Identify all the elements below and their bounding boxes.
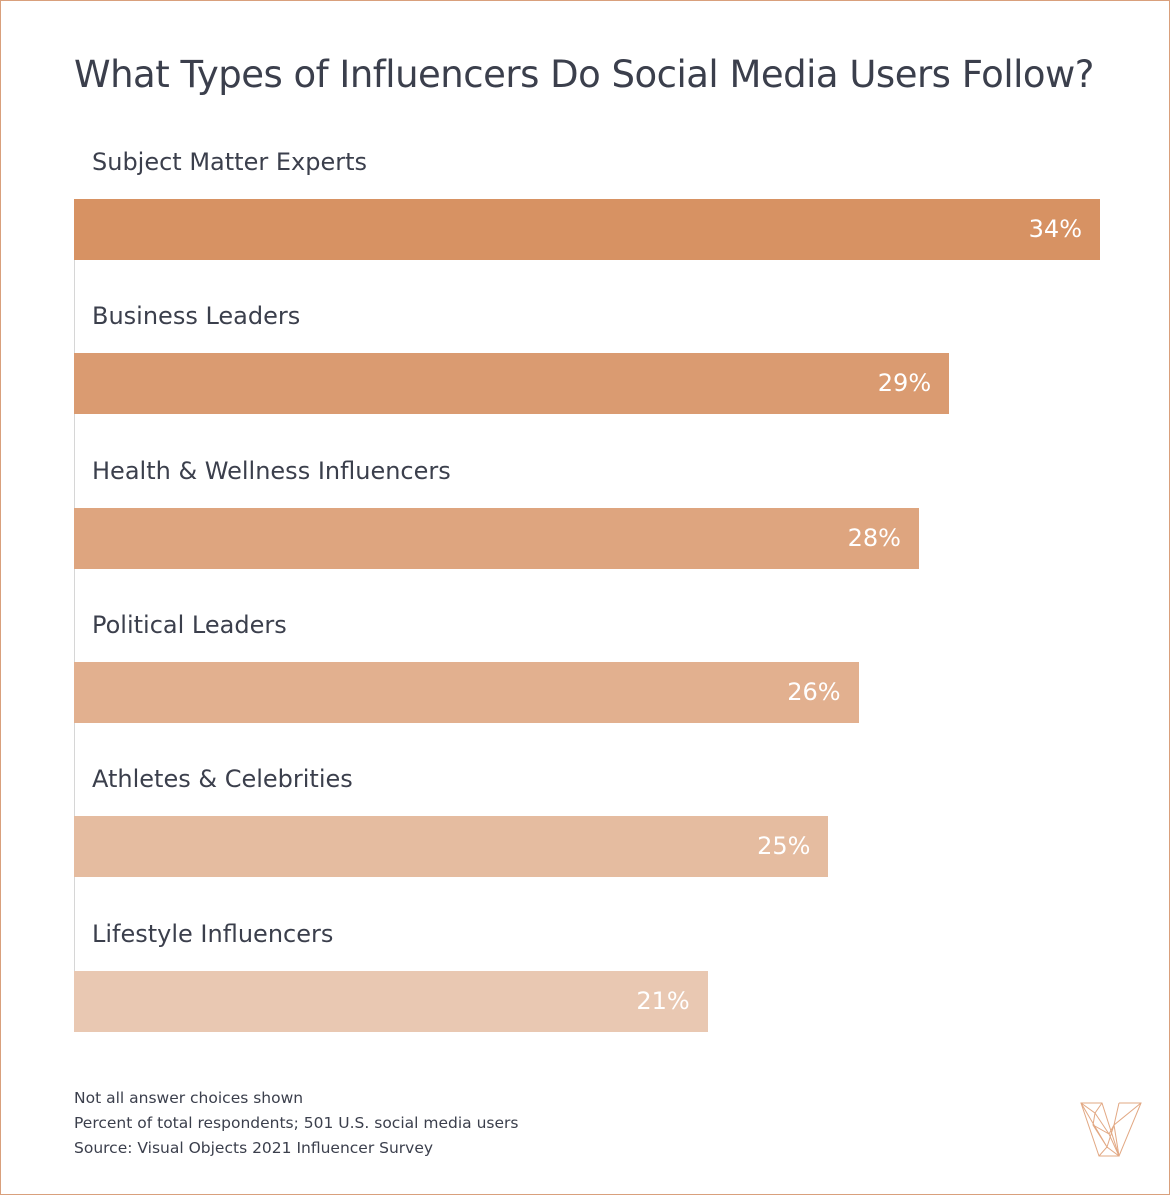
bar — [74, 199, 1100, 260]
visual-objects-logo-icon — [1080, 1102, 1142, 1157]
bar — [74, 353, 950, 415]
footnotes: Not all answer choices shown Percent of … — [74, 1086, 518, 1161]
category-label: Political Leaders — [92, 610, 287, 639]
value-label: 26% — [787, 677, 841, 706]
category-label: Athletes & Celebrities — [92, 765, 353, 794]
category-label: Lifestyle Influencers — [92, 919, 334, 948]
footnote-3: Source: Visual Objects 2021 Influencer S… — [74, 1139, 434, 1157]
footnote-1: Not all answer choices shown — [74, 1089, 304, 1107]
value-label: 28% — [847, 523, 901, 552]
category-label: Business Leaders — [92, 302, 301, 331]
bar — [74, 507, 919, 569]
value-label: 25% — [757, 832, 811, 861]
category-label: Subject Matter Experts — [92, 148, 367, 176]
y-axis-line — [74, 199, 75, 1031]
bar — [74, 970, 708, 1032]
footnote-2: Percent of total respondents; 501 U.S. s… — [74, 1114, 519, 1132]
value-label: 21% — [636, 986, 690, 1015]
value-label: 34% — [1028, 215, 1082, 243]
value-label: 29% — [877, 369, 932, 398]
bar — [74, 816, 829, 878]
chart-title: What Types of Influencers Do Social Medi… — [74, 53, 1094, 96]
category-label: Health & Wellness Influencers — [92, 456, 451, 485]
bar — [74, 661, 859, 723]
